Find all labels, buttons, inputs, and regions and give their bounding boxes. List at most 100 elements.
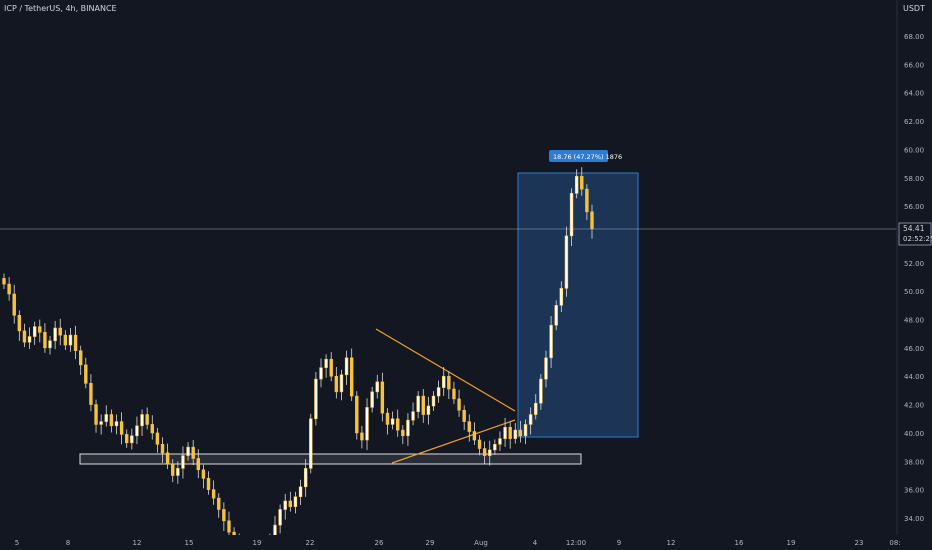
candle-body[interactable] xyxy=(114,421,119,427)
candle-body[interactable] xyxy=(171,463,175,476)
candle-body[interactable] xyxy=(314,378,318,420)
candle-body[interactable] xyxy=(104,414,108,422)
candle-body[interactable] xyxy=(43,331,47,349)
candle-body[interactable] xyxy=(324,358,328,369)
candle-body[interactable] xyxy=(109,414,114,427)
candle-body[interactable] xyxy=(344,357,349,376)
triangle-lower-trendline[interactable] xyxy=(391,419,516,464)
candle-body[interactable] xyxy=(206,478,211,490)
candle-body[interactable] xyxy=(176,468,180,476)
candle-body[interactable] xyxy=(411,411,415,421)
candle-body[interactable] xyxy=(293,496,298,507)
candle-body[interactable] xyxy=(385,412,390,425)
candle-body[interactable] xyxy=(554,305,558,326)
candle-body[interactable] xyxy=(544,357,548,380)
candle-body[interactable] xyxy=(2,278,6,285)
price-range-measure-box[interactable] xyxy=(517,172,639,438)
candle-body[interactable] xyxy=(63,334,68,346)
candle-body[interactable] xyxy=(462,409,466,422)
currency-label[interactable]: USDT xyxy=(903,4,925,13)
candle-body[interactable] xyxy=(217,497,221,510)
candle-body[interactable] xyxy=(585,188,589,213)
candle-body[interactable] xyxy=(508,426,512,439)
candle-body[interactable] xyxy=(436,387,441,397)
candle-body[interactable] xyxy=(513,429,518,439)
candle-body[interactable] xyxy=(493,443,497,451)
candle-body[interactable] xyxy=(528,414,533,425)
candle-body[interactable] xyxy=(309,418,313,469)
candle-body[interactable] xyxy=(349,357,354,397)
candle-body[interactable] xyxy=(298,486,303,498)
candle-body[interactable] xyxy=(452,388,456,400)
candle-body[interactable] xyxy=(135,425,139,437)
candle-body[interactable] xyxy=(569,193,574,237)
candle-body[interactable] xyxy=(539,378,543,404)
candle-body[interactable] xyxy=(119,421,124,435)
candle-body[interactable] xyxy=(590,211,594,229)
candle-body[interactable] xyxy=(390,418,395,425)
candle-body[interactable] xyxy=(339,374,344,393)
candle-body[interactable] xyxy=(84,364,88,384)
candle-body[interactable] xyxy=(38,326,42,333)
candle-body[interactable] xyxy=(94,404,98,425)
candle-body[interactable] xyxy=(17,314,22,332)
candle-body[interactable] xyxy=(406,419,410,437)
candle-body[interactable] xyxy=(227,520,231,533)
candle-body[interactable] xyxy=(48,340,52,349)
candle-body[interactable] xyxy=(370,391,374,408)
candle-body[interactable] xyxy=(283,500,287,510)
candle-body[interactable] xyxy=(53,327,57,342)
candle-body[interactable] xyxy=(564,235,569,289)
candle-body[interactable] xyxy=(89,383,93,405)
candle-body[interactable] xyxy=(334,375,339,393)
candle-body[interactable] xyxy=(32,326,37,337)
candle-body[interactable] xyxy=(355,395,359,434)
candle-body[interactable] xyxy=(498,438,502,445)
candle-body[interactable] xyxy=(288,500,293,507)
candle-body[interactable] xyxy=(319,367,323,380)
candle-body[interactable] xyxy=(165,452,170,465)
support-zone[interactable] xyxy=(79,453,582,465)
candle-body[interactable] xyxy=(329,358,333,377)
candle-body[interactable] xyxy=(534,402,538,415)
candle-body[interactable] xyxy=(68,334,73,346)
candle-body[interactable] xyxy=(201,469,206,479)
candle-body[interactable] xyxy=(73,334,78,352)
candle-body[interactable] xyxy=(191,446,195,459)
candle-body[interactable] xyxy=(447,375,451,390)
price-axis-panel[interactable] xyxy=(897,0,932,550)
candle-body[interactable] xyxy=(140,414,144,427)
candle-body[interactable] xyxy=(303,468,308,488)
candle-body[interactable] xyxy=(181,455,185,469)
candle-body[interactable] xyxy=(211,489,216,499)
candle-body[interactable] xyxy=(472,431,477,441)
candle-body[interactable] xyxy=(457,398,461,411)
candle-body[interactable] xyxy=(196,458,200,471)
candle-body[interactable] xyxy=(416,395,420,412)
candle-body[interactable] xyxy=(99,421,103,425)
candle-body[interactable] xyxy=(125,434,129,444)
time-axis-panel[interactable] xyxy=(0,535,932,550)
candle-body[interactable] xyxy=(580,176,584,190)
candle-body[interactable] xyxy=(78,350,83,366)
candle-body[interactable] xyxy=(503,426,507,439)
candle-body[interactable] xyxy=(488,449,492,456)
candle-body[interactable] xyxy=(145,414,149,425)
candle-body[interactable] xyxy=(431,395,436,407)
candle-body[interactable] xyxy=(12,293,16,316)
candle-body[interactable] xyxy=(396,418,400,431)
candle-body[interactable] xyxy=(518,429,523,437)
candle-body[interactable] xyxy=(186,446,190,456)
candle-body[interactable] xyxy=(130,435,134,444)
candle-body[interactable] xyxy=(365,407,369,441)
candle-body[interactable] xyxy=(549,324,553,359)
triangle-upper-trendline[interactable] xyxy=(375,328,516,412)
symbol-title[interactable]: ICP / TetherUS, 4h, BINANCE xyxy=(4,4,117,13)
candle-body[interactable] xyxy=(421,395,425,415)
candle-body[interactable] xyxy=(360,432,364,441)
candle-body[interactable] xyxy=(401,429,405,437)
candle-body[interactable] xyxy=(426,405,431,415)
candle-body[interactable] xyxy=(467,421,471,432)
candle-body[interactable] xyxy=(482,448,487,456)
candle-body[interactable] xyxy=(380,381,385,414)
